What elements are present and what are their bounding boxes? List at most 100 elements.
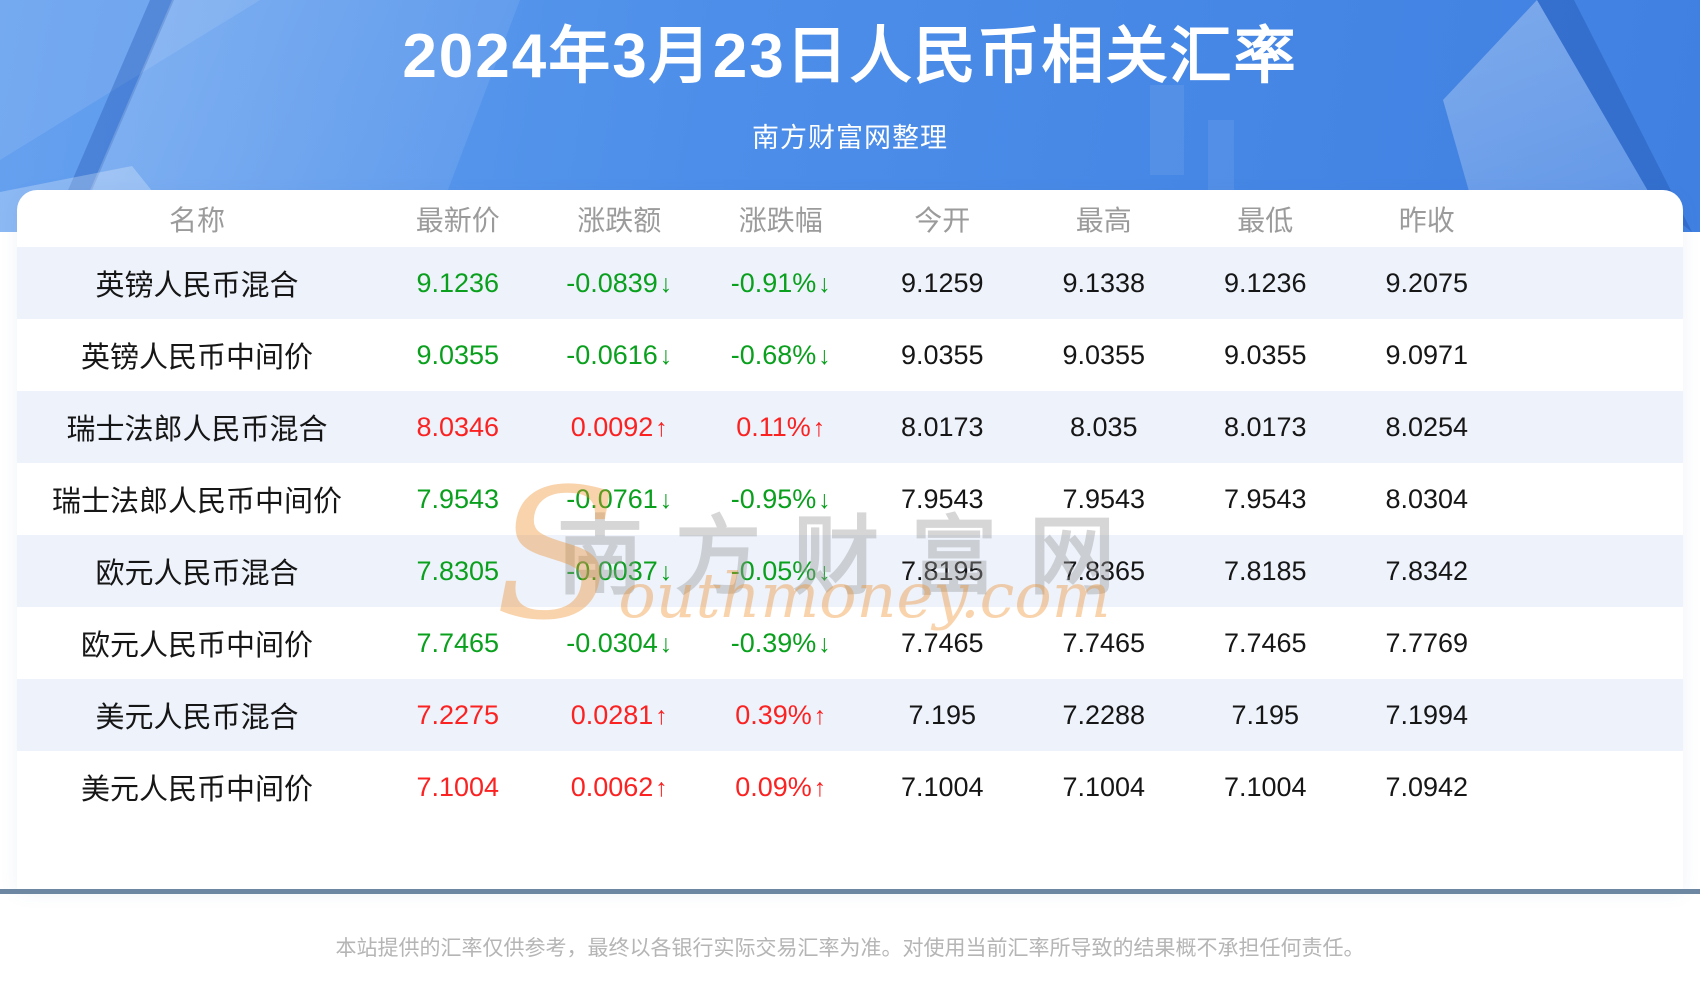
down-arrow-icon: ↓ — [659, 629, 673, 658]
currency-name: 瑞士法郎人民币中间价 — [51, 486, 342, 518]
low-price: 7.8185 — [1223, 555, 1307, 586]
table-row: 美元人民币混合 7.2275 0.0281↑ 0.39%↑ 7.195 7.22… — [17, 679, 1683, 751]
table-row: 瑞士法郎人民币混合 8.0346 0.0092↑ 0.11%↑ 8.0173 8… — [17, 391, 1683, 463]
column-header-5: 最高 — [1075, 204, 1132, 236]
latest-price: 9.0355 — [416, 339, 500, 370]
latest-price: 7.8305 — [416, 555, 500, 586]
change-amount: 0.0092↑ — [570, 411, 668, 442]
prev-close-price: 9.0971 — [1385, 339, 1469, 370]
latest-price: 7.7465 — [416, 627, 500, 658]
table-row: 英镑人民币混合 9.1236 -0.0839↓ -0.91%↓ 9.1259 9… — [17, 247, 1683, 319]
prev-close-price: 9.2075 — [1385, 267, 1469, 298]
currency-name: 欧元人民币中间价 — [80, 630, 313, 662]
disclaimer-text: 本站提供的汇率仅供参考，最终以各银行实际交易汇率为准。对使用当前汇率所导致的结果… — [335, 937, 1365, 960]
high-price: 7.2288 — [1062, 699, 1146, 730]
table-row: 英镑人民币中间价 9.0355 -0.0616↓ -0.68%↓ 9.0355 … — [17, 319, 1683, 391]
change-percent: -0.68%↓ — [730, 339, 831, 370]
open-price: 7.9543 — [900, 483, 984, 514]
up-arrow-icon: ↑ — [655, 413, 668, 442]
currency-name: 美元人民币中间价 — [80, 774, 313, 806]
down-arrow-icon: ↓ — [659, 269, 673, 298]
down-arrow-icon: ↓ — [659, 557, 673, 586]
page-subtitle: 南方财富网整理 — [752, 123, 948, 153]
latest-price: 7.2275 — [416, 699, 500, 730]
down-arrow-icon: ↓ — [818, 269, 831, 298]
column-header-3: 涨跌幅 — [738, 204, 823, 236]
column-header-2: 涨跌额 — [577, 204, 662, 236]
latest-price: 7.9543 — [416, 483, 500, 514]
change-percent: -0.91%↓ — [730, 267, 831, 298]
down-arrow-icon: ↓ — [659, 341, 673, 370]
change-percent: -0.95%↓ — [730, 483, 831, 514]
down-arrow-icon: ↓ — [659, 485, 673, 514]
open-price: 9.1259 — [900, 267, 984, 298]
up-arrow-icon: ↑ — [655, 773, 668, 802]
open-price: 7.7465 — [900, 627, 984, 658]
low-price: 7.1004 — [1223, 771, 1307, 802]
currency-name: 瑞士法郎人民币混合 — [66, 414, 328, 446]
currency-name: 欧元人民币混合 — [95, 558, 299, 590]
up-arrow-icon: ↑ — [812, 413, 826, 442]
prev-close-price: 7.7769 — [1385, 627, 1469, 658]
change-amount: -0.0037↓ — [566, 555, 673, 586]
prev-close-price: 7.8342 — [1385, 555, 1469, 586]
latest-price: 8.0346 — [416, 411, 500, 442]
change-percent: 0.39%↑ — [735, 699, 827, 730]
down-arrow-icon: ↓ — [818, 485, 831, 514]
change-percent: -0.39%↓ — [730, 627, 831, 658]
change-percent: 0.11%↑ — [736, 411, 826, 442]
rate-table-body: 英镑人民币混合 9.1236 -0.0839↓ -0.91%↓ 9.1259 9… — [17, 247, 1683, 823]
change-amount: 0.0281↑ — [570, 699, 668, 730]
change-percent: 0.09%↑ — [735, 771, 827, 802]
rates-card: 名称 最新价 涨跌额 涨跌幅 今开 最高 最低 昨收 英镑人民币混合 9.1236 -0.08… — [17, 190, 1683, 889]
open-price: 7.8195 — [900, 555, 984, 586]
footer-divider — [0, 889, 1700, 894]
change-amount: -0.0761↓ — [566, 483, 673, 514]
prev-close-price: 7.0942 — [1385, 771, 1469, 802]
open-price: 8.0173 — [900, 411, 984, 442]
column-header-7: 昨收 — [1398, 204, 1455, 236]
low-price: 8.0173 — [1223, 411, 1307, 442]
up-arrow-icon: ↑ — [813, 773, 827, 802]
table-row: 欧元人民币混合 7.8305 -0.0037↓ -0.05%↓ 7.8195 7… — [17, 535, 1683, 607]
currency-name: 美元人民币混合 — [95, 702, 299, 734]
change-amount: -0.0304↓ — [566, 627, 673, 658]
open-price: 9.0355 — [900, 339, 984, 370]
high-price: 9.1338 — [1062, 267, 1146, 298]
change-amount: 0.0062↑ — [570, 771, 668, 802]
prev-close-price: 7.1994 — [1385, 699, 1469, 730]
table-header-row: 名称 最新价 涨跌额 涨跌幅 今开 最高 最低 昨收 — [17, 190, 1683, 247]
down-arrow-icon: ↓ — [818, 341, 831, 370]
high-price: 7.1004 — [1062, 771, 1146, 802]
up-arrow-icon: ↑ — [655, 701, 668, 730]
page-title: 2024年3月23日人民币相关汇率 — [402, 22, 1298, 91]
low-price: 9.1236 — [1223, 267, 1307, 298]
currency-name: 英镑人民币混合 — [95, 270, 299, 302]
down-arrow-icon: ↓ — [818, 629, 831, 658]
latest-price: 7.1004 — [416, 771, 500, 802]
column-header-0: 名称 — [168, 204, 225, 236]
low-price: 7.7465 — [1223, 627, 1307, 658]
change-amount: -0.0616↓ — [566, 339, 673, 370]
high-price: 7.7465 — [1062, 627, 1146, 658]
low-price: 9.0355 — [1223, 339, 1307, 370]
down-arrow-icon: ↓ — [818, 557, 831, 586]
table-row: 欧元人民币中间价 7.7465 -0.0304↓ -0.39%↓ 7.7465 … — [17, 607, 1683, 679]
latest-price: 9.1236 — [416, 267, 500, 298]
currency-name: 英镑人民币中间价 — [80, 342, 313, 374]
prev-close-price: 8.0254 — [1385, 411, 1469, 442]
column-header-4: 今开 — [914, 204, 971, 236]
high-price: 7.8365 — [1062, 555, 1146, 586]
up-arrow-icon: ↑ — [813, 701, 827, 730]
column-header-6: 最低 — [1237, 204, 1294, 236]
change-percent: -0.05%↓ — [730, 555, 831, 586]
open-price: 7.1004 — [900, 771, 984, 802]
change-amount: -0.0839↓ — [566, 267, 673, 298]
low-price: 7.195 — [1231, 699, 1300, 730]
high-price: 8.035 — [1069, 411, 1138, 442]
column-header-1: 最新价 — [415, 204, 500, 236]
high-price: 9.0355 — [1062, 339, 1146, 370]
high-price: 7.9543 — [1062, 483, 1146, 514]
open-price: 7.195 — [908, 699, 977, 730]
